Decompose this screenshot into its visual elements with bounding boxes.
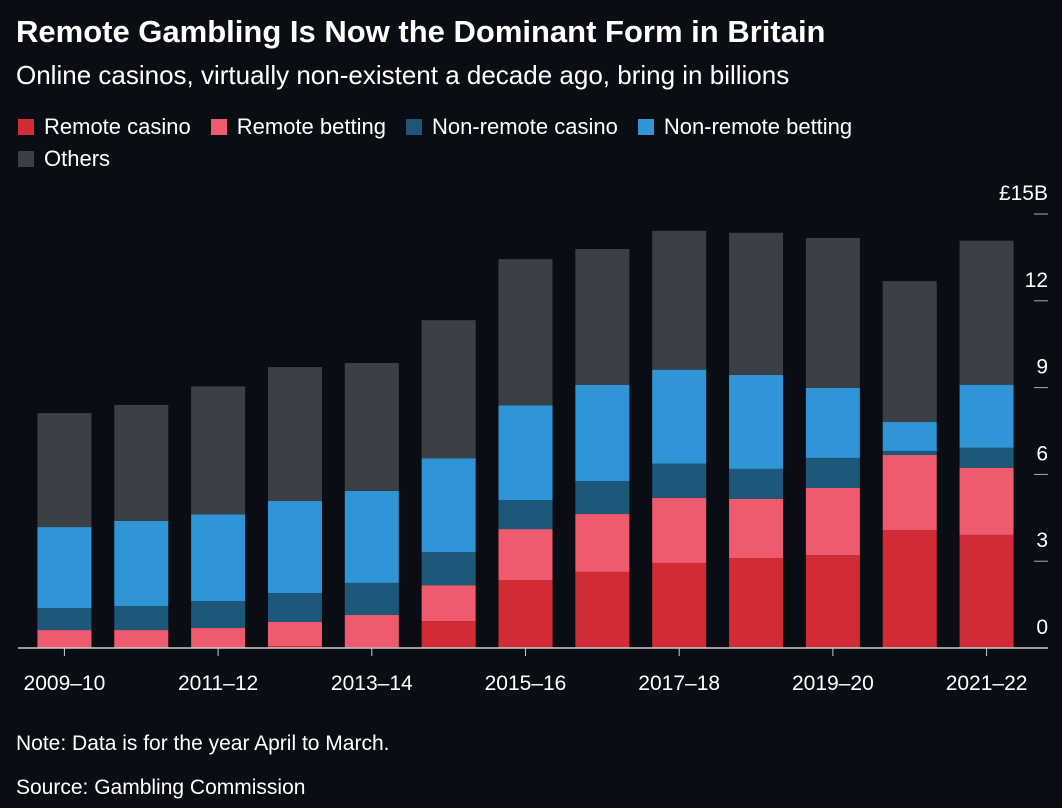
bar-segment [805,555,860,648]
legend-item: Non-remote betting [637,114,853,140]
legend-item: Remote betting [210,114,386,140]
bar-segment [114,404,169,521]
bar-segment [191,514,246,602]
bar-segment [498,580,553,648]
bar-segment [114,630,169,648]
note: Note: Data is for the year April to Marc… [16,732,390,755]
x-tick-label: 2011–12 [178,672,258,695]
legend-swatch [18,151,34,167]
bar-segment [498,529,553,581]
legend-swatch [210,119,227,135]
bar-segment [267,621,322,646]
bar-segment [882,422,937,451]
legend-label: Remote casino [44,114,191,139]
y-tick-label: 3 [1036,529,1048,552]
bar-segment [575,571,630,648]
bar-segment [959,447,1014,468]
y-tick-label: £15B [999,182,1048,205]
bar-segment [729,468,784,499]
bar-segment [344,582,399,616]
bar-segment [344,615,399,648]
bar-segment [959,384,1014,448]
bar-segment [805,238,860,388]
bar-segment [652,230,707,370]
bar-segment [575,249,630,385]
bar-segment [37,630,92,648]
bar-segment [421,320,476,459]
bar-segment [191,601,246,629]
bar-segment [114,606,169,631]
bar-segment [805,387,860,458]
legend-swatch [18,119,34,135]
legend-swatch [405,119,422,135]
bar-segment [421,458,476,553]
chart-title: Remote Gambling Is Now the Dominant Form… [16,14,826,49]
bar-segment [498,259,553,406]
x-tick-label: 2015–16 [485,672,567,695]
x-tick-label: 2009–10 [24,672,106,695]
bar-segment [37,527,92,609]
bar-segment [498,405,553,501]
bar-segment [575,481,630,515]
y-tick-label: 6 [1036,442,1048,465]
bar-segment [882,450,937,456]
bar-segment [575,384,630,482]
bar-segment [959,534,1014,648]
bar-segment [421,621,476,648]
source: Source: Gambling Commission [16,776,306,799]
legend-label: Non-remote casino [431,114,618,139]
bar-segment [37,413,92,528]
bar-segment [652,369,707,464]
bar-segment [191,628,246,648]
x-tick-label: 2013–14 [331,672,413,695]
bar-segment [421,585,476,622]
bar-segment [729,498,784,559]
bar-segment [729,558,784,648]
legend-swatch [637,119,654,135]
bar-segment [959,240,1014,385]
x-tick-label: 2019–20 [792,672,874,695]
bar-segment [498,500,553,530]
bar-segment [959,467,1014,535]
y-tick-label: 12 [1025,269,1048,292]
bar-segment [114,520,169,607]
x-tick-label: 2017–18 [638,672,720,695]
bar-segment [882,529,937,648]
bar-segment [882,281,937,423]
bar-segment [652,497,707,563]
legend-label: Others [44,146,111,171]
legend-item: Remote casino [18,114,191,140]
bar-segment [421,552,476,586]
y-tick-label: 9 [1036,356,1048,379]
legend-label: Non-remote betting [663,114,853,139]
bar-segment [344,363,399,491]
bar-segment [344,490,399,583]
legend: Remote casino Remote betting Non-remote ca… [18,114,978,172]
bar-segment [652,562,707,648]
bar-segment [267,593,322,622]
bar-segment [267,645,322,648]
legend-item: Non-remote casino [405,114,618,140]
bar-segment [267,367,322,502]
bar-segment [191,386,246,515]
bar-segment [575,514,630,572]
bar-segment [652,463,707,498]
chart-subtitle: Online casinos, virtually non-existent a… [16,60,790,90]
bar-segment [267,501,322,594]
chart: 0 3 6 9 12 £15B 2009–10 2011–12 2013–14 2015–16 20… [18,182,1048,695]
y-tick-label: 0 [1036,616,1048,639]
bar-segment [882,455,937,530]
legend-label: Remote betting [236,114,386,139]
bar-segment [729,374,784,469]
bar-segment [805,487,860,556]
bar-segment [805,457,860,488]
bar-segment [729,232,784,375]
bar-segment [37,608,92,631]
x-tick-label: 2021–22 [946,672,1028,695]
legend-item: Others [18,146,110,172]
